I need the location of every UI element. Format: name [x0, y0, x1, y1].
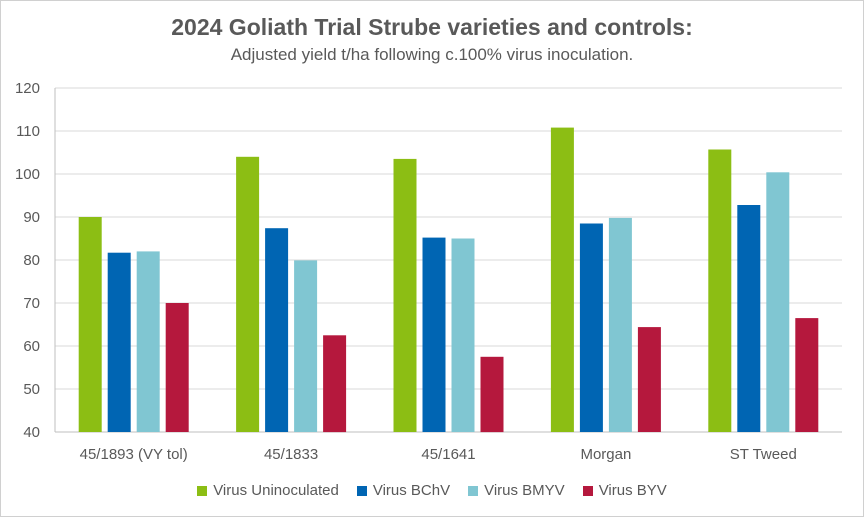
y-tick-labels: 40 50 60 70 80 90 100 110 120	[15, 80, 40, 441]
bars	[78, 127, 819, 433]
x-tick-label: ST Tweed	[730, 446, 797, 463]
legend-item: Virus BChV	[356, 482, 451, 499]
bar	[236, 156, 260, 433]
bar	[136, 251, 160, 432]
y-tick-label: 60	[23, 338, 40, 355]
bar	[766, 172, 790, 433]
bar	[107, 252, 131, 432]
bar	[550, 127, 574, 432]
legend-label: Virus BChV	[372, 482, 451, 499]
x-tick-labels: 45/1893 (VY tol) 45/1833 45/1641 Morgan ST T…	[80, 446, 797, 463]
bar	[294, 260, 318, 432]
bar	[637, 327, 661, 432]
bar	[451, 238, 475, 432]
legend-swatch	[582, 485, 593, 496]
legend-swatch	[468, 485, 479, 496]
y-tick-label: 70	[23, 295, 40, 312]
legend-item: Virus BYV	[582, 482, 667, 499]
chart-title: 2024 Goliath Trial Strube varieties and …	[171, 14, 693, 40]
y-tick-label: 120	[15, 80, 40, 97]
legend-item: Virus Uninoculated	[197, 482, 339, 499]
bar	[165, 303, 189, 432]
legend-label: Virus BYV	[598, 482, 667, 499]
chart-subtitle: Adjusted yield t/ha following c.100% vir…	[230, 45, 634, 64]
x-tick-label: Morgan	[580, 446, 631, 463]
bar	[265, 228, 289, 432]
bar	[78, 217, 102, 432]
legend-label: Virus Uninoculated	[213, 482, 339, 499]
bar	[579, 223, 603, 432]
y-tick-label: 100	[15, 166, 40, 183]
y-tick-label: 90	[23, 209, 40, 226]
legend-label: Virus BMYV	[484, 482, 565, 499]
x-tick-label: 45/1641	[421, 446, 475, 463]
x-tick-label: 45/1893 (VY tol)	[80, 446, 188, 463]
bar	[708, 149, 732, 432]
legend-item: Virus BMYV	[468, 482, 565, 499]
bar	[608, 217, 632, 432]
x-tick-label: 45/1833	[264, 446, 318, 463]
bar	[795, 318, 819, 432]
y-tick-label: 40	[23, 424, 40, 441]
bar	[422, 237, 446, 432]
bar	[323, 335, 347, 433]
bar	[480, 356, 504, 433]
y-tick-label: 80	[23, 252, 40, 269]
y-tick-label: 110	[16, 123, 40, 140]
legend-swatch	[197, 485, 208, 496]
legend: Virus Uninoculated Virus BChV Virus BMYV Vi…	[0, 482, 864, 499]
bar	[737, 205, 761, 432]
y-tick-label: 50	[23, 381, 40, 398]
legend-swatch	[356, 485, 367, 496]
bar	[393, 158, 417, 432]
